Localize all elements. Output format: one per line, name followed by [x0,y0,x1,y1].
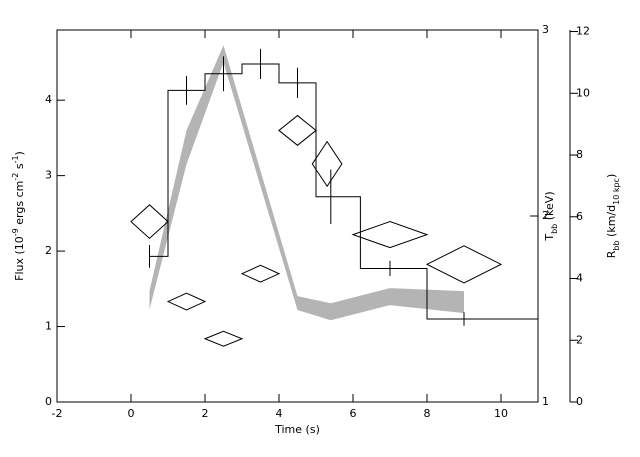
y-axis-label-part: -9 [11,228,20,236]
y3-tick-label: 12 [576,25,590,38]
y3-tick-label: 0 [576,395,583,408]
y2-tick-label: 2 [542,209,549,222]
temperature-diamond [130,204,169,239]
temperature-diamond [351,221,429,249]
y-axis-label-part: ergs cm [13,181,26,229]
y-tick-label: 4 [45,93,52,106]
x-tick-label: 4 [276,407,283,420]
y-tick-label: 1 [45,320,52,333]
x-tick-label: 6 [350,407,357,420]
x-tick-label: 2 [202,407,209,420]
radius-band [149,45,464,321]
y3-axis-label-part: R [605,250,618,258]
y-axis-label-part: -1 [11,155,20,163]
temperature-diamond [166,292,207,311]
y3-tick-label: 8 [576,148,583,161]
y2-axis-label-part: (keV) [543,191,556,223]
y-axis-label-part: Flux (10 [13,236,26,281]
y2-tick-label: 3 [542,23,549,36]
x-tick-label: 8 [424,407,431,420]
temperature-diamond [203,330,244,347]
x-axis-label: Time (s) [274,423,320,436]
temperature-diamond [425,245,503,284]
y-tick-label: 2 [45,244,52,257]
y3-tick-label: 10 [576,86,590,99]
x-tick-label: -2 [52,407,63,420]
y-tick-label: 0 [45,395,52,408]
x-tick-label: 10 [494,407,508,420]
temperature-diamond [278,114,317,146]
y-axis-label: Flux (10-9 ergs cm-2 s-1) [11,151,27,281]
y3-axis-label-part: 10 kpc [612,178,621,205]
y2-axis-label-part: T [543,234,556,242]
y3-tick-label: 2 [576,333,583,346]
temperature-diamond [311,140,343,188]
y3-tick-label: 6 [576,210,583,223]
y3-axis-label-part: (km/d [605,205,618,241]
y-axis-label-part: ) [13,151,26,155]
y3-axis-label: Rbb (km/d10 kpc) [605,174,621,259]
y-tick-label: 3 [45,169,52,182]
y2-tick-label: 1 [542,395,549,408]
y-axis-label-part: -2 [11,173,20,181]
y-axis-label-part: s [13,163,26,172]
y3-tick-label: 4 [576,272,583,285]
x-tick-label: 0 [128,407,135,420]
y3-axis-label-part: ) [605,174,618,178]
y2-axis-label: Tbb (keV) [543,191,559,241]
y2-axis-label-part: bb [550,224,559,234]
temperature-diamond [240,264,281,283]
y3-axis-label-part: bb [612,240,621,250]
